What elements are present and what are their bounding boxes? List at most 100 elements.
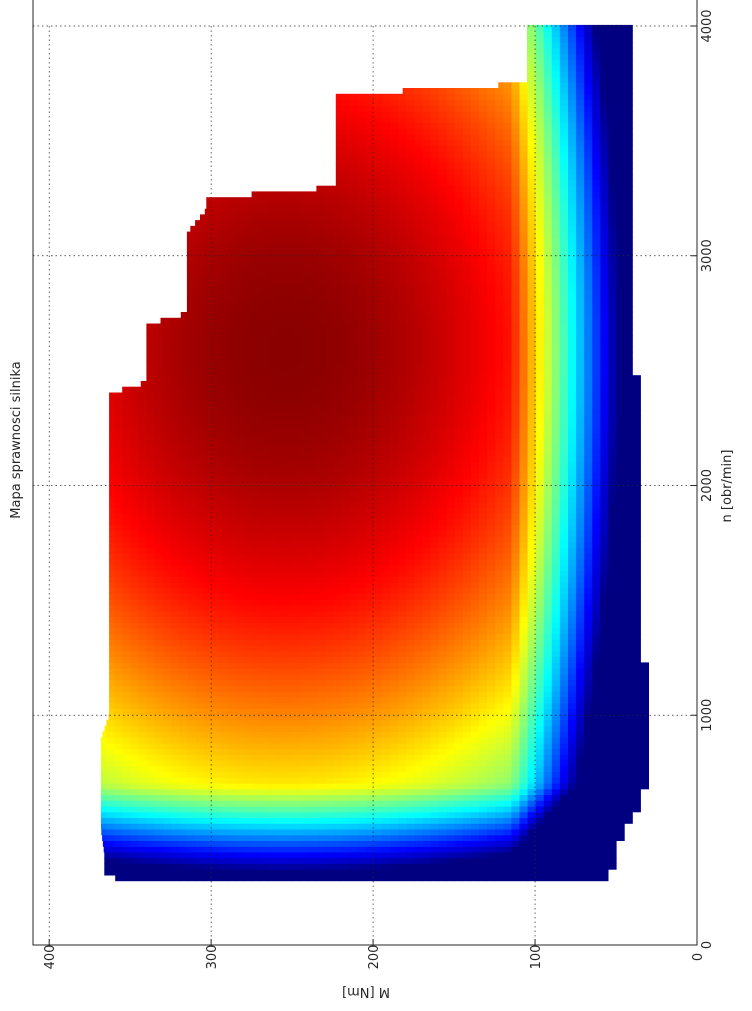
- heatmap-cell: [567, 823, 577, 830]
- heatmap-cell: [275, 501, 285, 508]
- heatmap-cell: [186, 771, 196, 778]
- heatmap-cell: [624, 599, 633, 606]
- heatmap-cell: [583, 449, 593, 457]
- heatmap-cell: [405, 530, 415, 537]
- heatmap-cell: [300, 863, 309, 870]
- heatmap-cell: [203, 627, 212, 635]
- heatmap-cell: [203, 564, 212, 572]
- heatmap-cell: [122, 783, 131, 790]
- heatmap-cell: [114, 696, 123, 704]
- heatmap-cell: [332, 811, 342, 818]
- heatmap-cell: [243, 765, 253, 773]
- heatmap-cell: [551, 696, 560, 704]
- heatmap-cell: [324, 582, 334, 589]
- heatmap-cell: [316, 840, 326, 847]
- heatmap-cell: [543, 650, 552, 658]
- heatmap-cell: [138, 541, 147, 549]
- heatmap-cell: [122, 622, 131, 629]
- heatmap-cell: [316, 829, 326, 836]
- heatmap-cell: [365, 788, 374, 796]
- heatmap-cell: [518, 553, 528, 560]
- heatmap-cell: [535, 536, 544, 543]
- heatmap-cell: [632, 467, 641, 474]
- heatmap-cell: [446, 869, 455, 876]
- heatmap-cell: [203, 691, 212, 698]
- heatmap-cell: [235, 639, 245, 646]
- heatmap-cell: [583, 800, 593, 807]
- heatmap-cell: [478, 622, 488, 629]
- heatmap-cell: [462, 478, 471, 485]
- heatmap-cell: [599, 501, 609, 508]
- heatmap-cell: [356, 846, 366, 853]
- heatmap-cell: [470, 541, 479, 549]
- heatmap-cell: [389, 783, 398, 790]
- heatmap-cell: [235, 587, 245, 594]
- heatmap-cell: [559, 467, 568, 474]
- heatmap-cell: [195, 829, 204, 836]
- heatmap-cell: [486, 559, 496, 566]
- heatmap-cell: [219, 490, 228, 497]
- heatmap-cell: [502, 800, 512, 807]
- heatmap-cell: [203, 650, 212, 658]
- heatmap-cell: [551, 472, 560, 480]
- heatmap-cell: [219, 731, 228, 738]
- heatmap-cell: [518, 564, 528, 572]
- heatmap-cell: [259, 777, 269, 784]
- heatmap-cell: [437, 495, 447, 503]
- heatmap-cell: [470, 662, 479, 669]
- heatmap-cell: [518, 633, 528, 640]
- heatmap-cell: [437, 817, 447, 824]
- heatmap-cell: [591, 765, 601, 773]
- heatmap-cell: [105, 857, 115, 864]
- heatmap-cell: [332, 570, 342, 577]
- heatmap-cell: [138, 829, 147, 836]
- heatmap-cell: [510, 863, 520, 870]
- heatmap-cell: [324, 765, 334, 773]
- heatmap-cell: [624, 501, 633, 508]
- heatmap-cell: [559, 754, 568, 761]
- heatmap-cell: [486, 467, 496, 474]
- heatmap-cell: [567, 737, 577, 744]
- heatmap-cell: [114, 645, 123, 652]
- heatmap-cell: [527, 760, 536, 767]
- heatmap-cell: [332, 530, 342, 537]
- heatmap-cell: [421, 811, 431, 818]
- heatmap-cell: [308, 627, 317, 635]
- heatmap-cell: [389, 576, 398, 583]
- heatmap-cell: [340, 599, 350, 606]
- heatmap-cell: [340, 834, 350, 841]
- heatmap-cell: [616, 685, 625, 692]
- heatmap-cell: [454, 719, 463, 727]
- heatmap-cell: [478, 794, 488, 801]
- heatmap-cell: [162, 829, 172, 836]
- heatmap-cell: [186, 564, 196, 572]
- heatmap-cell: [243, 863, 253, 870]
- heatmap-cell: [494, 817, 504, 824]
- heatmap-cell: [616, 662, 625, 669]
- heatmap-cell: [308, 719, 317, 727]
- heatmap-cell: [259, 633, 269, 640]
- heatmap-cell: [146, 650, 156, 658]
- heatmap-cell: [308, 633, 317, 640]
- heatmap-cell: [624, 656, 633, 663]
- heatmap-cell: [381, 530, 390, 537]
- heatmap-cell: [583, 731, 593, 738]
- heatmap-cell: [332, 806, 342, 813]
- heatmap-cell: [186, 788, 196, 796]
- heatmap-cell: [316, 553, 326, 560]
- heatmap-cell: [146, 811, 156, 818]
- heatmap-cell: [219, 794, 228, 801]
- heatmap-cell: [437, 633, 447, 640]
- heatmap-cell: [470, 696, 479, 704]
- heatmap-cell: [567, 673, 577, 681]
- heatmap-cell: [348, 478, 358, 485]
- heatmap-cell: [308, 490, 317, 497]
- heatmap-cell: [122, 633, 131, 640]
- heatmap-cell: [300, 507, 309, 514]
- heatmap-cell: [543, 771, 552, 778]
- heatmap-cell: [583, 513, 593, 520]
- heatmap-cell: [632, 501, 641, 508]
- heatmap-cell: [454, 834, 463, 841]
- heatmap-cell: [632, 627, 641, 635]
- heatmap-cell: [114, 547, 123, 554]
